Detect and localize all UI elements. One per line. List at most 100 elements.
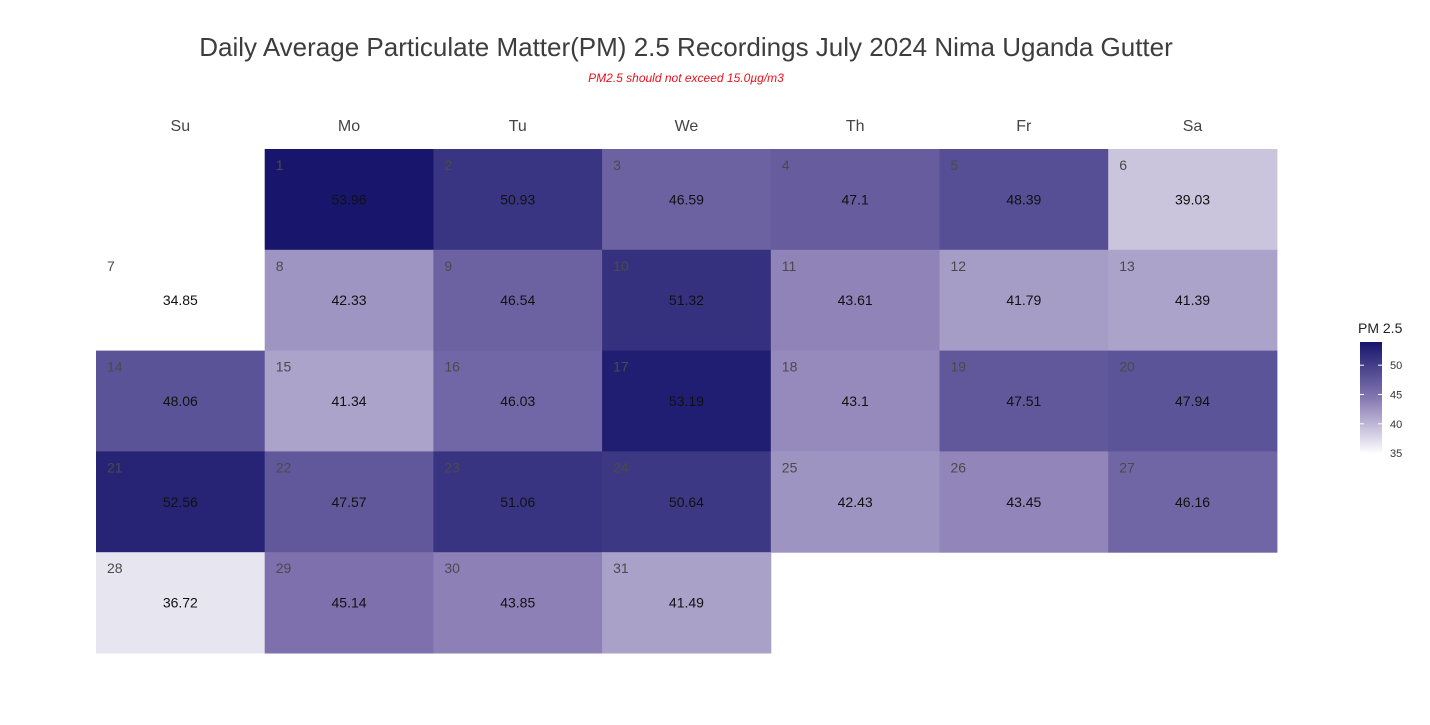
day-cell-fill (770, 249, 940, 352)
weekday-label-sa: Sa (1183, 118, 1203, 135)
calendar-cell: 250.93 (433, 149, 603, 251)
day-cell-fill (939, 149, 1109, 251)
day-cell-fill (96, 350, 266, 452)
day-cell-fill (770, 451, 940, 553)
day-cell-fill (939, 451, 1109, 553)
legend-ticks: 50 45 40 35 (1360, 360, 1402, 460)
day-number: 5 (951, 157, 959, 173)
calendar-cell: 734.85 (96, 249, 266, 352)
day-value-label: 50.93 (500, 191, 535, 207)
day-number: 2 (444, 157, 452, 173)
weekday-label-th: Th (846, 118, 865, 135)
day-number: 23 (444, 459, 460, 475)
calendar-cell: 17 53.19 (602, 350, 772, 452)
day-number: 8 (276, 258, 284, 274)
day-number: 21 (107, 459, 123, 475)
day-value-label: 48.06 (163, 393, 198, 409)
day-number: 28 (107, 560, 123, 576)
day-number: 25 (782, 459, 798, 475)
day-number: 7 (107, 258, 115, 274)
calendar-cell: 30 43.85 (433, 552, 603, 654)
calendar-cell: 23 51.06 (433, 451, 603, 553)
day-cell-fill (433, 451, 603, 553)
calendar-cell: 24 50.64 (602, 451, 772, 553)
day-number: 13 (1119, 258, 1135, 274)
day-cell-fill (602, 350, 772, 452)
calendar-cell: 842.33 (264, 249, 434, 352)
weekday-header: Su Mo Tu We Th Fr Sa (171, 118, 1203, 135)
day-number: 30 (444, 560, 460, 576)
day-value-label: 46.54 (500, 292, 535, 308)
day-cell-fill (602, 552, 772, 654)
day-number: 31 (613, 560, 629, 576)
day-value-label: 47.51 (1006, 393, 1041, 409)
calendar-cell: 26 43.45 (939, 451, 1109, 553)
day-value-label: 45.14 (332, 595, 367, 611)
day-cell-fill (264, 149, 434, 251)
day-value-label: 51.06 (500, 494, 535, 510)
day-value-label: 34.85 (163, 292, 198, 308)
day-value-label: 39.03 (1175, 191, 1210, 207)
calendar-cell: 13 41.39 (1108, 249, 1278, 352)
calendar-cell: 12 41.79 (939, 249, 1109, 352)
day-cell-fill (1108, 149, 1278, 251)
day-number: 18 (782, 359, 798, 375)
day-cell-fill (264, 249, 434, 352)
legend-tick-label: 45 (1390, 390, 1402, 402)
day-cell-fill (602, 149, 772, 251)
day-value-label: 41.34 (332, 393, 367, 409)
day-number: 9 (444, 258, 452, 274)
weekday-label-mo: Mo (338, 118, 360, 135)
day-number: 11 (782, 258, 797, 274)
day-cell-fill (770, 350, 940, 452)
calendar-cell: 153.96 (264, 149, 434, 251)
calendar-cell: 18 43.1 (770, 350, 940, 452)
day-number: 16 (444, 359, 460, 375)
day-number: 19 (951, 359, 967, 375)
day-number: 17 (613, 359, 629, 375)
day-value-label: 46.59 (669, 191, 704, 207)
calendar-cell: 14 48.06 (96, 350, 266, 452)
chart-title: Daily Average Particulate Matter(PM) 2.5… (199, 32, 1173, 62)
legend-tick-label: 35 (1390, 448, 1402, 460)
calendar-cell: 548.39 (939, 149, 1109, 251)
calendar-cell: 946.54 (433, 249, 603, 352)
weekday-label-fr: Fr (1016, 118, 1032, 135)
day-number: 14 (107, 359, 123, 375)
calendar-cell: 16 46.03 (433, 350, 603, 452)
day-value-label: 47.94 (1175, 393, 1210, 409)
day-value-label: 47.57 (332, 494, 367, 510)
legend: PM 2.5 50 45 40 35 (1358, 320, 1403, 460)
legend-title: PM 2.5 (1358, 320, 1403, 336)
weekday-label-tu: Tu (509, 118, 527, 135)
day-cell-fill (96, 249, 266, 352)
calendar-cell: 20 47.94 (1108, 350, 1278, 452)
day-value-label: 36.72 (163, 595, 198, 611)
calendar-cell: 639.03 (1108, 149, 1278, 251)
day-value-label: 48.39 (1006, 191, 1041, 207)
day-cell-fill (96, 552, 266, 654)
weekday-label-we: We (675, 118, 699, 135)
day-value-label: 46.16 (1175, 494, 1210, 510)
calendar-cell: 346.59 (602, 149, 772, 251)
day-cell-fill (1108, 350, 1278, 452)
weekday-label-su: Su (171, 118, 191, 135)
day-number: 4 (782, 157, 790, 173)
day-cell-fill (939, 249, 1109, 352)
day-number: 29 (276, 560, 292, 576)
calendar-cells: 153.96250.93346.59447.1548.39639.03734.8… (96, 149, 1278, 654)
calendar-cell: 21 52.56 (96, 451, 266, 553)
chart-subtitle: PM2.5 should not exceed 15.0µg/m3 (588, 71, 784, 85)
calendar-cell: 29 45.14 (264, 552, 434, 654)
day-number: 12 (951, 258, 967, 274)
day-cell-fill (264, 451, 434, 553)
day-number: 22 (276, 459, 292, 475)
day-number: 15 (276, 359, 292, 375)
day-value-label: 46.03 (500, 393, 535, 409)
day-cell-fill (264, 350, 434, 452)
calendar-cell: 22 47.57 (264, 451, 434, 553)
day-cell-fill (1108, 249, 1278, 352)
day-value-label: 41.39 (1175, 292, 1210, 308)
day-value-label: 43.45 (1006, 494, 1041, 510)
